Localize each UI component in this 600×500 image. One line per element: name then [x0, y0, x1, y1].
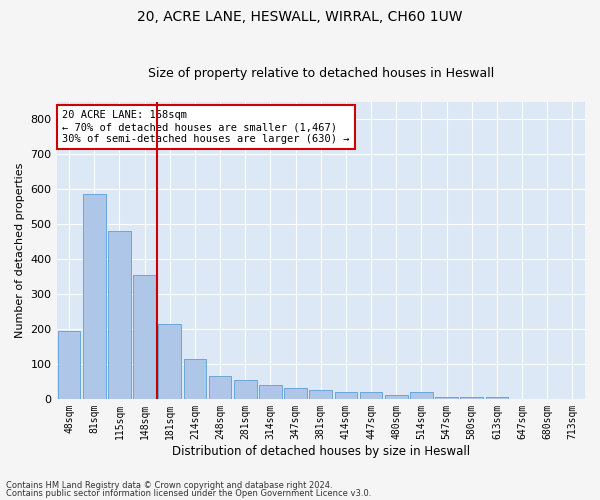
Title: Size of property relative to detached houses in Heswall: Size of property relative to detached ho… — [148, 66, 494, 80]
Bar — [108, 231, 131, 399]
X-axis label: Distribution of detached houses by size in Heswall: Distribution of detached houses by size … — [172, 444, 470, 458]
Text: 20, ACRE LANE, HESWALL, WIRRAL, CH60 1UW: 20, ACRE LANE, HESWALL, WIRRAL, CH60 1UW — [137, 10, 463, 24]
Bar — [259, 385, 282, 399]
Bar — [410, 392, 433, 399]
Text: Contains HM Land Registry data © Crown copyright and database right 2024.: Contains HM Land Registry data © Crown c… — [6, 481, 332, 490]
Bar — [158, 324, 181, 399]
Bar — [435, 397, 458, 399]
Bar — [284, 388, 307, 399]
Text: 20 ACRE LANE: 168sqm
← 70% of detached houses are smaller (1,467)
30% of semi-de: 20 ACRE LANE: 168sqm ← 70% of detached h… — [62, 110, 349, 144]
Bar — [209, 376, 232, 399]
Text: Contains public sector information licensed under the Open Government Licence v3: Contains public sector information licen… — [6, 488, 371, 498]
Bar — [184, 358, 206, 399]
Bar — [83, 194, 106, 399]
Bar — [310, 390, 332, 399]
Bar — [133, 274, 156, 399]
Bar — [460, 397, 483, 399]
Y-axis label: Number of detached properties: Number of detached properties — [15, 162, 25, 338]
Bar — [385, 396, 407, 399]
Bar — [58, 330, 80, 399]
Bar — [360, 392, 382, 399]
Bar — [234, 380, 257, 399]
Bar — [335, 392, 357, 399]
Bar — [485, 397, 508, 399]
